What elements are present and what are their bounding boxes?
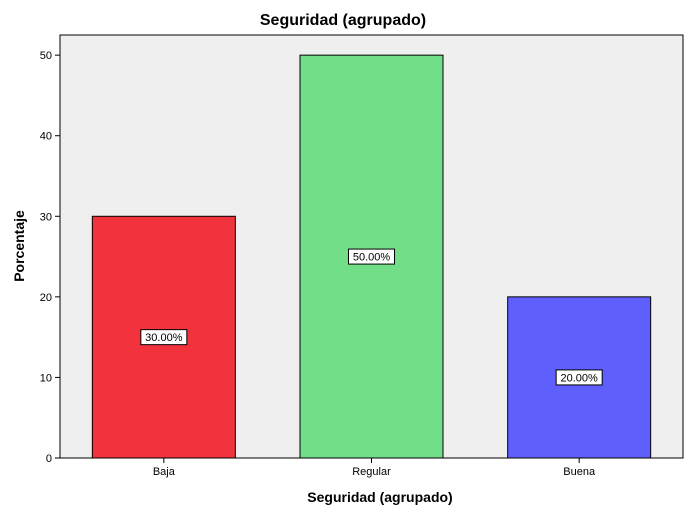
y-axis: 0 10 20 30 40 50 (40, 50, 60, 465)
x-tick-label: Regular (352, 466, 391, 478)
data-label: 30.00% (145, 332, 183, 344)
y-axis-title: Porcentaje (11, 210, 27, 282)
bars-group: 30.00% 50.00% 20.00% (91, 54, 652, 459)
y-tick-label: 10 (40, 372, 52, 384)
x-axis: Baja Regular Buena (153, 458, 596, 478)
y-tick-label: 30 (40, 211, 52, 223)
x-tick-label: Baja (153, 466, 176, 478)
data-label-box (348, 248, 395, 265)
data-label-box (555, 369, 603, 386)
y-tick-label: 20 (40, 292, 52, 304)
y-tick-label: 40 (40, 131, 52, 143)
data-label: 50.00% (353, 252, 391, 264)
data-label: 20.00% (561, 372, 599, 384)
chart-title: Seguridad (agrupado) (260, 12, 426, 29)
x-axis-title: Seguridad (agrupado) (307, 489, 452, 505)
x-tick-label: Buena (563, 466, 596, 478)
y-tick-label: 0 (46, 453, 52, 465)
data-label-box (140, 329, 188, 346)
y-tick-label: 50 (40, 50, 52, 62)
